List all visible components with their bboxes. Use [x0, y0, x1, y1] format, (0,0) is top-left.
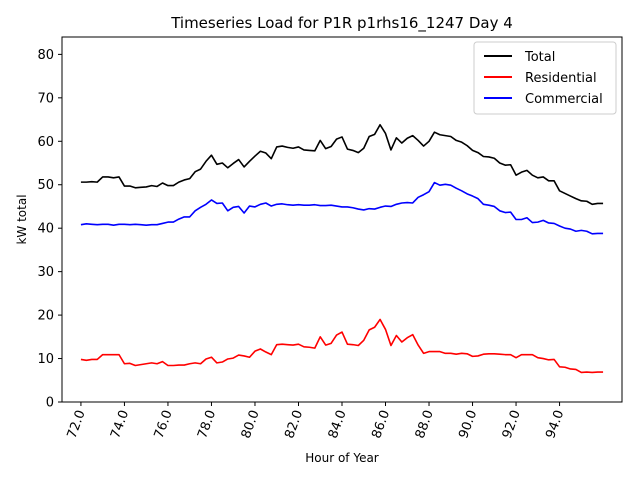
series-layer [80, 123, 604, 374]
y-tick-label: 80 [37, 48, 54, 63]
x-axis-label: Hour of Year [305, 451, 379, 465]
y-tick-label: 40 [37, 222, 54, 237]
legend-label-commercial: Commercial [525, 92, 603, 107]
y-tick-label: 60 [37, 135, 54, 150]
series-line-residential [80, 318, 604, 374]
legend-box [473, 41, 617, 115]
y-tick-label: 20 [37, 309, 54, 324]
series-line-total [80, 123, 604, 206]
legend-label-residential: Residential [525, 71, 597, 86]
series-line-commercial [80, 181, 604, 235]
legend-label-total: Total [524, 50, 555, 65]
chart-title: Timeseries Load for P1R p1rhs16_1247 Day… [170, 14, 513, 33]
legend: Total Residential Commercial [473, 41, 617, 115]
y-axis-ticks: 0 10 20 30 40 50 60 70 80 [37, 48, 62, 411]
y-tick-label: 70 [37, 91, 54, 106]
y-tick-label: 50 [37, 178, 54, 193]
y-tick-label: 10 [37, 352, 54, 367]
y-tick-label: 0 [46, 396, 54, 411]
y-axis-label: kW total [15, 194, 29, 244]
y-tick-label: 30 [37, 265, 54, 280]
